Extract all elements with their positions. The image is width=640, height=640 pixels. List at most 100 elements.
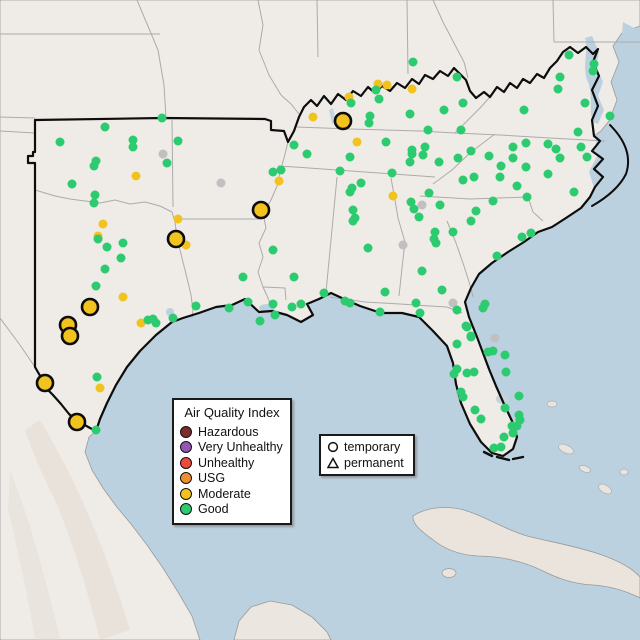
station-marker-moderate[interactable] [274, 176, 284, 186]
station-marker-good[interactable] [387, 168, 397, 178]
station-marker-good[interactable] [589, 59, 599, 69]
station-marker-good[interactable] [168, 313, 178, 323]
station-marker-moderate[interactable] [131, 171, 141, 181]
station-marker-good[interactable] [92, 372, 102, 382]
station-marker-good[interactable] [224, 303, 234, 313]
station-marker-good[interactable] [508, 142, 518, 152]
station-marker-good[interactable] [470, 405, 480, 415]
station-marker-good[interactable] [414, 212, 424, 222]
station-marker-good[interactable] [363, 243, 373, 253]
station-marker-good[interactable] [423, 125, 433, 135]
station-marker-good[interactable] [55, 137, 65, 147]
station-marker-good[interactable] [345, 298, 355, 308]
station-marker-good[interactable] [173, 136, 183, 146]
station-marker-good[interactable] [582, 152, 592, 162]
station-marker-good[interactable] [512, 181, 522, 191]
station-marker-moderate_temporary[interactable] [67, 412, 87, 432]
station-marker-good[interactable] [128, 142, 138, 152]
station-marker-good[interactable] [289, 140, 299, 150]
station-marker-good[interactable] [418, 150, 428, 160]
station-marker-good[interactable] [488, 196, 498, 206]
station-marker-good[interactable] [458, 392, 468, 402]
station-marker-good[interactable] [488, 346, 498, 356]
station-marker-good[interactable] [555, 72, 565, 82]
station-marker-good[interactable] [434, 157, 444, 167]
station-marker-moderate[interactable] [352, 137, 362, 147]
station-marker-moderate[interactable] [407, 84, 417, 94]
station-marker-good[interactable] [381, 137, 391, 147]
station-marker-good[interactable] [118, 238, 128, 248]
station-marker-good[interactable] [508, 428, 518, 438]
station-marker-good[interactable] [268, 245, 278, 255]
station-marker-moderate[interactable] [173, 214, 183, 224]
station-marker-good[interactable] [458, 98, 468, 108]
station-marker-good[interactable] [375, 307, 385, 317]
station-marker-good[interactable] [420, 142, 430, 152]
station-marker-good[interactable] [116, 253, 126, 263]
station-marker-moderate_temporary[interactable] [35, 373, 55, 393]
station-marker-no_data[interactable] [216, 178, 226, 188]
station-marker-good[interactable] [102, 242, 112, 252]
station-marker-good[interactable] [508, 153, 518, 163]
station-marker-good[interactable] [335, 166, 345, 176]
station-marker-good[interactable] [356, 178, 366, 188]
station-marker-good[interactable] [157, 113, 167, 123]
station-marker-good[interactable] [448, 227, 458, 237]
station-marker-good[interactable] [287, 302, 297, 312]
station-marker-no_data[interactable] [448, 298, 458, 308]
station-marker-good[interactable] [417, 266, 427, 276]
station-marker-good[interactable] [514, 391, 524, 401]
station-marker-good[interactable] [564, 50, 574, 60]
station-marker-moderate_temporary[interactable] [80, 297, 100, 317]
station-marker-good[interactable] [478, 303, 488, 313]
station-marker-good[interactable] [492, 251, 502, 261]
station-marker-good[interactable] [462, 368, 472, 378]
station-marker-good[interactable] [409, 204, 419, 214]
station-marker-good[interactable] [501, 367, 511, 377]
station-marker-good[interactable] [466, 146, 476, 156]
station-marker-moderate[interactable] [98, 219, 108, 229]
station-marker-good[interactable] [371, 85, 381, 95]
station-marker-good[interactable] [268, 167, 278, 177]
station-marker-good[interactable] [519, 105, 529, 115]
station-marker-good[interactable] [364, 118, 374, 128]
station-marker-good[interactable] [151, 318, 161, 328]
station-marker-no_data[interactable] [158, 149, 168, 159]
station-marker-good[interactable] [89, 161, 99, 171]
station-marker-good[interactable] [521, 162, 531, 172]
station-marker-good[interactable] [469, 367, 479, 377]
station-marker-moderate[interactable] [388, 191, 398, 201]
station-marker-good[interactable] [415, 308, 425, 318]
station-marker-moderate[interactable] [118, 292, 128, 302]
station-marker-good[interactable] [495, 172, 505, 182]
station-marker-good[interactable] [90, 190, 100, 200]
station-marker-no_data[interactable] [417, 200, 427, 210]
station-marker-good[interactable] [439, 105, 449, 115]
station-marker-good[interactable] [469, 172, 479, 182]
station-marker-good[interactable] [452, 305, 462, 315]
station-marker-good[interactable] [512, 421, 522, 431]
station-marker-good[interactable] [576, 142, 586, 152]
station-marker-good[interactable] [289, 272, 299, 282]
station-marker-good[interactable] [499, 432, 509, 442]
station-marker-good[interactable] [521, 138, 531, 148]
station-marker-good[interactable] [89, 198, 99, 208]
station-marker-good[interactable] [268, 299, 278, 309]
station-marker-good[interactable] [345, 152, 355, 162]
station-marker-good[interactable] [67, 179, 77, 189]
station-marker-good[interactable] [348, 216, 358, 226]
station-marker-good[interactable] [452, 339, 462, 349]
station-marker-good[interactable] [411, 298, 421, 308]
station-marker-good[interactable] [348, 205, 358, 215]
station-marker-good[interactable] [500, 350, 510, 360]
station-marker-good[interactable] [496, 442, 506, 452]
station-marker-good[interactable] [296, 299, 306, 309]
station-marker-moderate[interactable] [382, 80, 392, 90]
station-marker-good[interactable] [243, 297, 253, 307]
station-marker-moderate[interactable] [308, 112, 318, 122]
station-marker-moderate_temporary[interactable] [166, 229, 186, 249]
station-marker-good[interactable] [461, 321, 471, 331]
station-marker-good[interactable] [453, 153, 463, 163]
station-marker-good[interactable] [471, 206, 481, 216]
station-marker-good[interactable] [408, 57, 418, 67]
